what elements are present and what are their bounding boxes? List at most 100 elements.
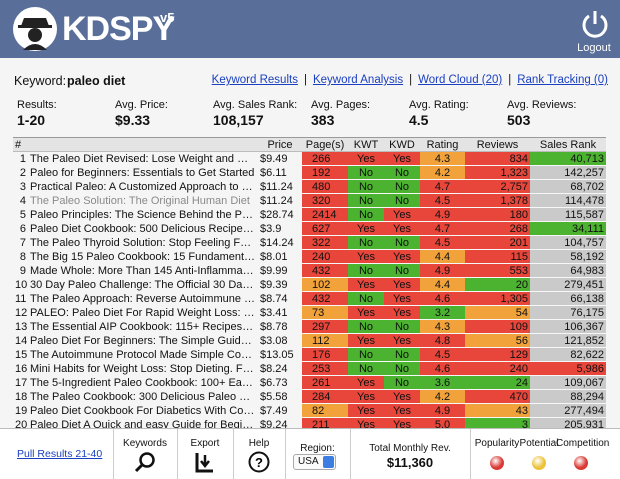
nav-separator: | <box>508 74 512 86</box>
table-cell: No <box>384 361 420 376</box>
power-icon[interactable] <box>580 8 610 40</box>
help-label: Help <box>248 438 270 449</box>
table-cell: The Paleo Solution: The Original Human D… <box>30 194 250 207</box>
search-icon[interactable] <box>134 451 156 473</box>
table-cell: Yes <box>384 333 420 348</box>
table-row[interactable]: 8 The Big 15 Paleo Cookbook: 15 Fundament… <box>13 249 606 264</box>
table-cell: 1,305 <box>465 291 530 306</box>
nav-link[interactable]: Keyword Analysis <box>312 74 404 86</box>
table-cell: No <box>384 375 420 390</box>
indicator-dot <box>532 456 546 470</box>
table-cell: Paleo Diet For Beginners: The Simple Gui… <box>30 334 258 347</box>
nav-link[interactable]: Rank Tracking (0) <box>517 74 608 86</box>
table-cell: Yes <box>348 221 384 236</box>
table-row[interactable]: 14 Paleo Diet For Beginners: The Simple G… <box>13 333 606 348</box>
table-cell: 4.2 <box>420 165 465 180</box>
table-cell: Yes <box>384 305 420 320</box>
nav-link[interactable]: Word Cloud (20) <box>418 74 503 86</box>
table-row[interactable]: 17 The 5-Ingredient Paleo Cookbook: 100+ … <box>13 375 606 390</box>
table-cell: 480 <box>302 179 348 194</box>
table-cell: 2,757 <box>465 179 530 194</box>
table-cell: Yes <box>384 291 420 306</box>
table-cell: 14 <box>15 334 28 347</box>
table-cell: $8.78 <box>260 320 288 333</box>
table-cell: 82 <box>302 403 348 418</box>
table-cell: 3.2 <box>420 305 465 320</box>
results-table: # Price Page(s) KWT KWD Rating Reviews Sales Ra… <box>13 137 606 432</box>
table-row[interactable]: 9 Made Whole: More Than 145 Anti-Inflamma… <box>13 263 606 278</box>
nav-separator: | <box>303 74 307 86</box>
keyword-value: paleo diet <box>67 74 126 88</box>
table-cell: No <box>348 263 384 278</box>
table-cell: 109 <box>465 319 530 334</box>
table-cell: $3.08 <box>260 334 288 347</box>
table-cell: $9.99 <box>260 264 288 277</box>
table-row[interactable]: 18 The Paleo Cookbook: 300 Delicious Pale… <box>13 389 606 404</box>
table-cell: Paleo Diet Cookbook For Diabetics With C… <box>30 404 258 417</box>
table-row[interactable]: 16 Mini Habits for Weight Loss: Stop Diet… <box>13 361 606 376</box>
table-cell: 627 <box>302 221 348 236</box>
table-row[interactable]: 12 PALEO: Paleo Diet For Rapid Weight Los… <box>13 305 606 320</box>
table-cell: No <box>348 235 384 250</box>
table-cell: 104,757 <box>530 235 606 250</box>
table-cell: 121,852 <box>530 333 606 348</box>
table-row[interactable]: 4 The Paleo Solution: The Original Human … <box>13 193 606 208</box>
table-row[interactable]: 7 The Paleo Thyroid Solution: Stop Feelin… <box>13 235 606 250</box>
table-row[interactable]: 15 The Autoimmune Protocol Made Simple Co… <box>13 347 606 362</box>
table-cell: The Paleo Approach: Reverse Autoimmune D… <box>30 292 258 305</box>
table-cell: 17 <box>15 376 28 389</box>
table-row[interactable]: 13 The Essential AIP Cookbook: 115+ Recip… <box>13 319 606 334</box>
table-row[interactable]: 6 Paleo Diet Cookbook: 500 Delicious Reci… <box>13 221 606 236</box>
table-cell: 4.7 <box>420 221 465 236</box>
table-cell: 4.4 <box>420 249 465 264</box>
table-cell: $11.24 <box>260 180 293 193</box>
table-cell: No <box>384 347 420 362</box>
table-cell: No <box>348 319 384 334</box>
pull-results[interactable]: Pull Results 21-40 <box>17 448 103 460</box>
table-cell: 40,713 <box>530 151 606 166</box>
stat-label: Avg. Pages: <box>311 99 371 111</box>
table-cell: Yes <box>348 375 384 390</box>
table-cell: 201 <box>465 235 530 250</box>
table-row[interactable]: 2 Paleo for Beginners: Essentials to Get … <box>13 165 606 180</box>
table-cell: 10 <box>15 278 28 291</box>
table-cell: No <box>348 165 384 180</box>
stat-label: Avg. Price: <box>115 99 168 111</box>
stat-label: Avg. Rating: <box>409 99 469 111</box>
table-cell: $28.74 <box>260 208 294 221</box>
table-cell: 261 <box>302 375 348 390</box>
table-cell: $11.24 <box>260 194 293 207</box>
table-cell: No <box>348 291 384 306</box>
help-icon[interactable]: ? <box>248 451 270 473</box>
table-cell: $9.49 <box>260 152 288 165</box>
table-cell: 15 <box>15 348 28 361</box>
table-row[interactable]: 10 30 Day Paleo Challenge: The Official 3… <box>13 277 606 292</box>
table-cell: 266 <box>302 151 348 166</box>
table-cell: 4.3 <box>420 151 465 166</box>
table-cell: Yes <box>348 249 384 264</box>
table-cell: 9 <box>19 264 26 277</box>
table-row[interactable]: 19 Paleo Diet Cookbook For Diabetics With… <box>13 403 606 418</box>
region-select[interactable]: USA <box>293 454 336 470</box>
table-cell: Yes <box>384 207 420 222</box>
logout[interactable]: Logout <box>577 42 611 54</box>
table-cell: No <box>384 263 420 278</box>
table-cell: 102 <box>302 277 348 292</box>
table-row[interactable]: 5 Paleo Principles: The Science Behind th… <box>13 207 606 222</box>
nav-link[interactable]: Keyword Results <box>211 74 298 86</box>
table-cell: 3.6 <box>420 375 465 390</box>
table-row[interactable]: 3 Practical Paleo: A Customized Approach … <box>13 179 606 194</box>
table-cell: 13 <box>15 320 28 333</box>
column-header-blank <box>28 137 258 152</box>
nav-separator: | <box>409 74 413 86</box>
table-cell: 4.6 <box>420 361 465 376</box>
table-cell: 115 <box>465 249 530 264</box>
export-icon[interactable] <box>194 451 216 473</box>
table-cell: 129 <box>465 347 530 362</box>
table-cell: 19 <box>15 404 28 417</box>
region-value: USA <box>298 456 319 467</box>
table-row[interactable]: 11 The Paleo Approach: Reverse Autoimmune… <box>13 291 606 306</box>
table-cell: Paleo Diet Cookbook: 500 Delicious Recip… <box>30 222 258 235</box>
table-row[interactable]: 1 The Paleo Diet Revised: Lose Weight and… <box>13 151 606 166</box>
